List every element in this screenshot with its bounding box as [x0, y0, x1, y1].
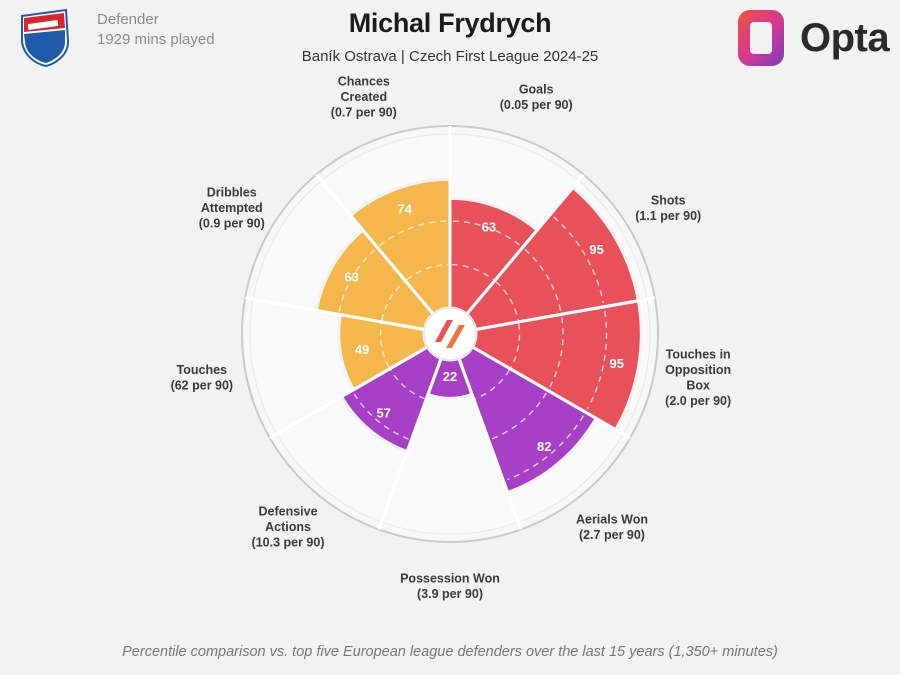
spoke: [269, 345, 429, 440]
category-label: Possession Won (3.9 per 90): [400, 571, 500, 601]
gridline: [510, 323, 521, 368]
player-meta: Defender 1929 mins played: [97, 10, 215, 50]
category-name: Attempted: [201, 201, 263, 215]
gridline: [553, 216, 605, 303]
value-label: 82: [537, 439, 551, 454]
category-label: Touches (62 per 90): [171, 363, 234, 393]
spoke: [465, 173, 585, 316]
gridline: [338, 248, 376, 312]
spoke: [244, 296, 425, 331]
gridline: [379, 220, 448, 247]
category-sublabel: (2.0 per 90): [665, 394, 731, 408]
category-name: Dribbles: [207, 186, 257, 200]
team-league: Baník Ostrava | Czech First League 2024-…: [301, 48, 599, 65]
category-name: Box: [686, 379, 710, 393]
category-name: Shots: [651, 193, 686, 207]
category-name: Goals: [519, 82, 554, 96]
category-name: Created: [341, 90, 388, 104]
gridline: [507, 415, 585, 481]
value-label: 74: [397, 202, 412, 217]
value-label: 22: [443, 369, 457, 384]
footnote: Percentile comparison vs. top five Europ…: [122, 644, 778, 660]
category-label: Shots (1.1 per 90): [635, 193, 701, 223]
value-label: 49: [355, 342, 369, 357]
center-disc: [423, 307, 477, 361]
value-label: 57: [376, 406, 390, 421]
gridline: [406, 263, 449, 281]
value-label: 95: [589, 242, 603, 257]
category-label: Goals (0.05 per 90): [500, 82, 573, 112]
category-sublabel: (62 per 90): [171, 379, 234, 393]
value-label: 95: [609, 356, 623, 371]
category-label: Chances Created (0.7 per 90): [331, 75, 397, 120]
category-sublabel: (0.9 per 90): [199, 217, 265, 231]
gridline: [353, 392, 409, 440]
category-sublabel: (1.1 per 90): [635, 209, 701, 223]
category-label: Dribbles Attempted (0.9 per 90): [199, 186, 265, 231]
category-label: Touches in Opposition Box (2.0 per 90): [665, 348, 731, 409]
category-name: Chances: [338, 75, 390, 89]
category-sublabel: (2.7 per 90): [579, 528, 645, 542]
spoke: [315, 173, 435, 316]
club-crest: [21, 8, 70, 68]
gridline: [390, 369, 425, 400]
opta-wordmark: Opta: [800, 16, 890, 60]
spoke: [457, 357, 523, 530]
player-position: Defender: [97, 11, 159, 28]
category-name: Defensive: [258, 505, 317, 519]
category-sublabel: (10.3 per 90): [252, 536, 325, 550]
gridline: [379, 323, 390, 368]
category-label: Aerials Won (2.7 per 90): [576, 512, 648, 542]
gridline: [451, 263, 494, 281]
gridline: [586, 310, 608, 410]
gridline: [381, 281, 405, 321]
category-sublabel: (0.05 per 90): [500, 98, 573, 112]
gridline: [548, 317, 564, 389]
value-label: 63: [482, 220, 496, 235]
spoke: [475, 296, 656, 331]
category-label: Defensive Actions (10.3 per 90): [252, 505, 325, 550]
category-name: Touches: [177, 363, 228, 377]
gridline: [524, 248, 562, 312]
gridline: [475, 369, 510, 400]
gridline: [491, 392, 547, 440]
spoke: [377, 357, 443, 530]
player-name: Michal Frydrych: [348, 8, 552, 38]
opta-logo-icon: [738, 10, 784, 66]
category-name: Opposition: [665, 363, 731, 377]
value-label: 63: [344, 270, 358, 285]
spoke: [471, 345, 631, 440]
gridline: [452, 220, 521, 247]
category-name: Touches in: [666, 348, 731, 362]
category-name: Actions: [265, 520, 311, 534]
category-sublabel: (3.9 per 90): [417, 587, 483, 601]
category-name: Aerials Won: [576, 512, 648, 526]
player-minutes: 1929 mins played: [97, 31, 215, 48]
gridline: [495, 281, 519, 321]
category-sublabel: (0.7 per 90): [331, 106, 397, 120]
center-logo-icon: [435, 320, 465, 348]
category-name: Possession Won: [400, 571, 500, 585]
